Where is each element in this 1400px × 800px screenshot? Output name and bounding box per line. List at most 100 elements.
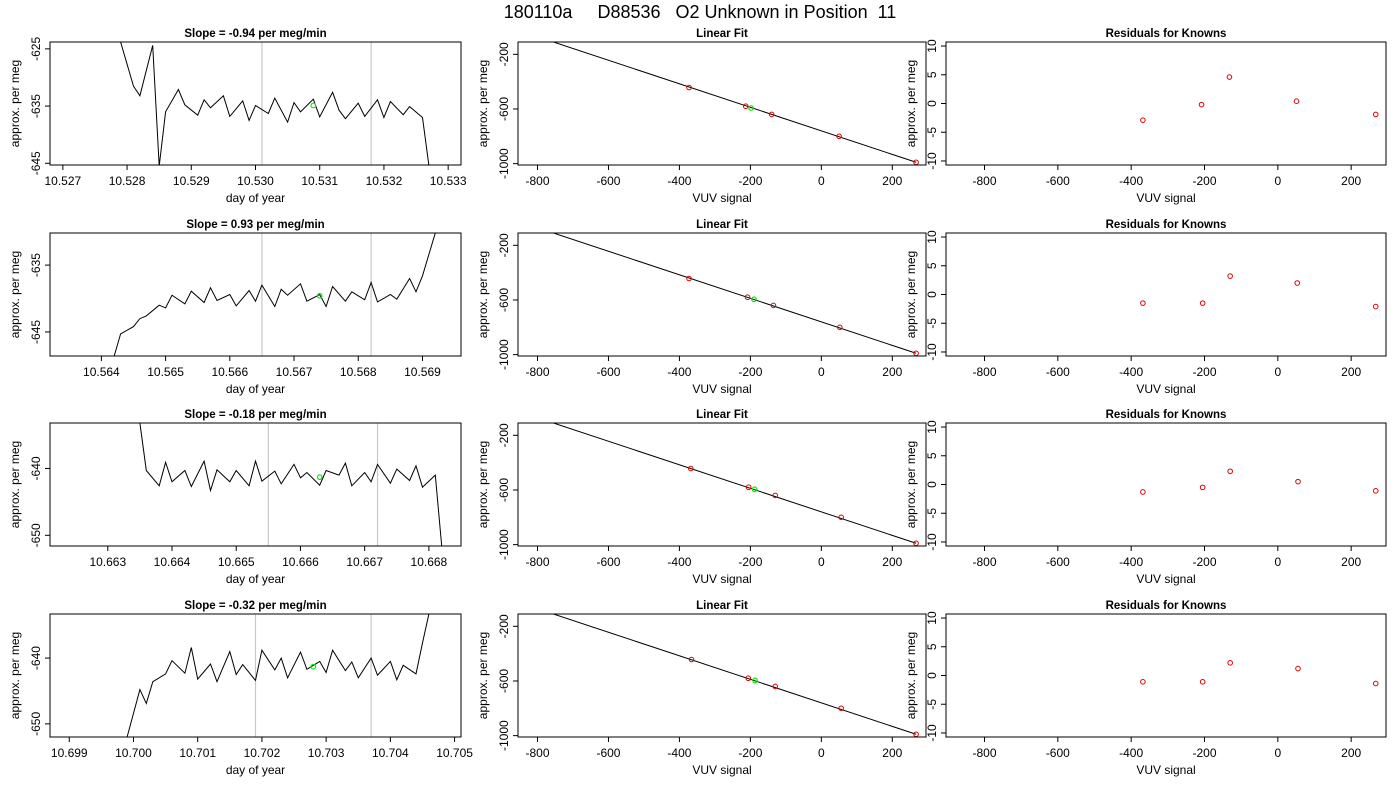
x-tick-label: -800	[972, 555, 996, 569]
y-tick-label: -1000	[497, 148, 511, 179]
data-point	[838, 514, 845, 521]
plot-frame	[945, 613, 1387, 738]
y-tick-label: -200	[497, 614, 511, 638]
y-tick-label: 0	[925, 481, 939, 488]
unknown-marker	[751, 486, 758, 493]
x-tick-label: 10.565	[147, 365, 184, 379]
y-tick-label: -600	[497, 97, 511, 121]
plot-frame	[49, 422, 462, 547]
data-point	[1199, 300, 1206, 306]
x-axis-label: day of year	[226, 191, 285, 205]
y-axis-label: approx. per meg	[476, 441, 490, 528]
x-axis-label: day of year	[226, 572, 285, 586]
unknown-marker	[316, 292, 323, 299]
plot-frame	[945, 422, 1387, 547]
x-tick-label: -200	[738, 365, 762, 379]
x-tick-label: 200	[882, 555, 902, 569]
x-tick-label: -200	[738, 555, 762, 569]
x-tick-label: -600	[596, 365, 620, 379]
y-tick-label: -5	[925, 318, 939, 329]
y-tick-label: -650	[29, 523, 43, 547]
y-tick-label: -600	[497, 288, 511, 312]
unknown-marker	[310, 663, 317, 670]
data-point	[1227, 273, 1233, 279]
trace-line	[120, 42, 430, 165]
plot-area	[551, 614, 919, 737]
trace-line	[113, 233, 436, 356]
x-axis-label: VUV signal	[692, 382, 751, 396]
x-tick-label: 10.530	[237, 174, 274, 188]
panel-title: Residuals for Knowns	[1106, 28, 1227, 40]
panel-title: Linear Fit	[696, 409, 748, 421]
x-tick-label: 0	[818, 555, 825, 569]
x-tick-label: 200	[882, 365, 902, 379]
x-tick-label: 200	[1341, 746, 1361, 760]
plot-frame	[49, 41, 462, 166]
y-tick-label: 0	[925, 672, 939, 679]
x-tick-label: 0	[818, 365, 825, 379]
data-point	[1140, 489, 1146, 495]
x-tick-label: 10.568	[340, 365, 377, 379]
unknown-marker	[316, 474, 323, 481]
y-tick-label: -1000	[497, 720, 511, 751]
plot-frame	[945, 232, 1387, 357]
panel-title: Slope = -0.94 per meg/min	[184, 28, 326, 40]
chart-panel: 10.699 10.700 10.701 10.702 10.703 10.704 10.7…	[8, 600, 473, 777]
data-point	[1372, 488, 1379, 494]
y-tick-label: 10	[925, 420, 939, 434]
plot-frame	[517, 41, 927, 166]
x-tick-label: 0	[1274, 174, 1281, 188]
x-tick-label: -200	[1192, 746, 1216, 760]
data-point	[745, 675, 752, 682]
x-tick-label: -600	[596, 555, 620, 569]
chart-panel: -800 -600 -400 -200 0 200 -200 -600 -1000 Linear …	[476, 409, 927, 586]
plot-frame	[945, 41, 1387, 166]
x-tick-label: 10.564	[83, 365, 120, 379]
x-tick-label: -600	[596, 174, 620, 188]
y-axis-label: approx. per meg	[476, 60, 490, 147]
y-axis-label: approx. per meg	[904, 441, 918, 528]
data-point	[1372, 111, 1379, 118]
x-tick-label: -800	[972, 746, 996, 760]
panel-title: Linear Fit	[696, 600, 748, 612]
plot-area	[551, 423, 919, 546]
chart-panel: -800 -600 -400 -200 0 200 -200 -600 -1000 Linear …	[476, 219, 927, 396]
plot-frame	[517, 232, 927, 357]
y-tick-label: -200	[497, 423, 511, 447]
data-point	[745, 484, 752, 491]
x-tick-label: -800	[525, 365, 549, 379]
x-tick-label: 0	[818, 746, 825, 760]
y-tick-label: -625	[29, 37, 43, 61]
x-tick-label: -600	[1046, 555, 1070, 569]
trace-line	[126, 614, 430, 737]
data-point	[772, 683, 779, 690]
x-tick-label: 10.705	[436, 746, 473, 760]
x-tick-label: 10.664	[154, 555, 191, 569]
x-tick-label: 0	[1274, 555, 1281, 569]
x-tick-label: -200	[1192, 174, 1216, 188]
data-point	[1140, 679, 1146, 685]
data-point	[1294, 280, 1301, 286]
y-tick-label: -5	[925, 699, 939, 710]
x-tick-label: 200	[1341, 174, 1361, 188]
x-tick-label: -200	[1192, 365, 1216, 379]
y-tick-label: 10	[925, 230, 939, 244]
unknown-marker	[752, 677, 758, 684]
chart-panel: -800 -600 -400 -200 0 200 -10 -5 0 5 10 Residuals f…	[904, 409, 1387, 586]
plot-frame	[517, 422, 927, 547]
x-tick-label: 10.663	[89, 555, 126, 569]
y-tick-label: 10	[925, 611, 939, 625]
data-point	[836, 324, 843, 331]
x-tick-label: 10.703	[308, 746, 345, 760]
x-tick-label: 200	[882, 174, 902, 188]
x-axis-label: VUV signal	[1136, 382, 1195, 396]
x-tick-label: 10.700	[115, 746, 152, 760]
plot-area	[139, 423, 443, 546]
x-axis-label: VUV signal	[1136, 763, 1195, 777]
data-point	[1295, 665, 1301, 672]
data-point	[770, 302, 777, 309]
x-tick-label: 200	[882, 746, 902, 760]
plot-area	[1140, 74, 1379, 123]
x-tick-label: -400	[1119, 174, 1143, 188]
x-axis-label: day of year	[226, 382, 285, 396]
